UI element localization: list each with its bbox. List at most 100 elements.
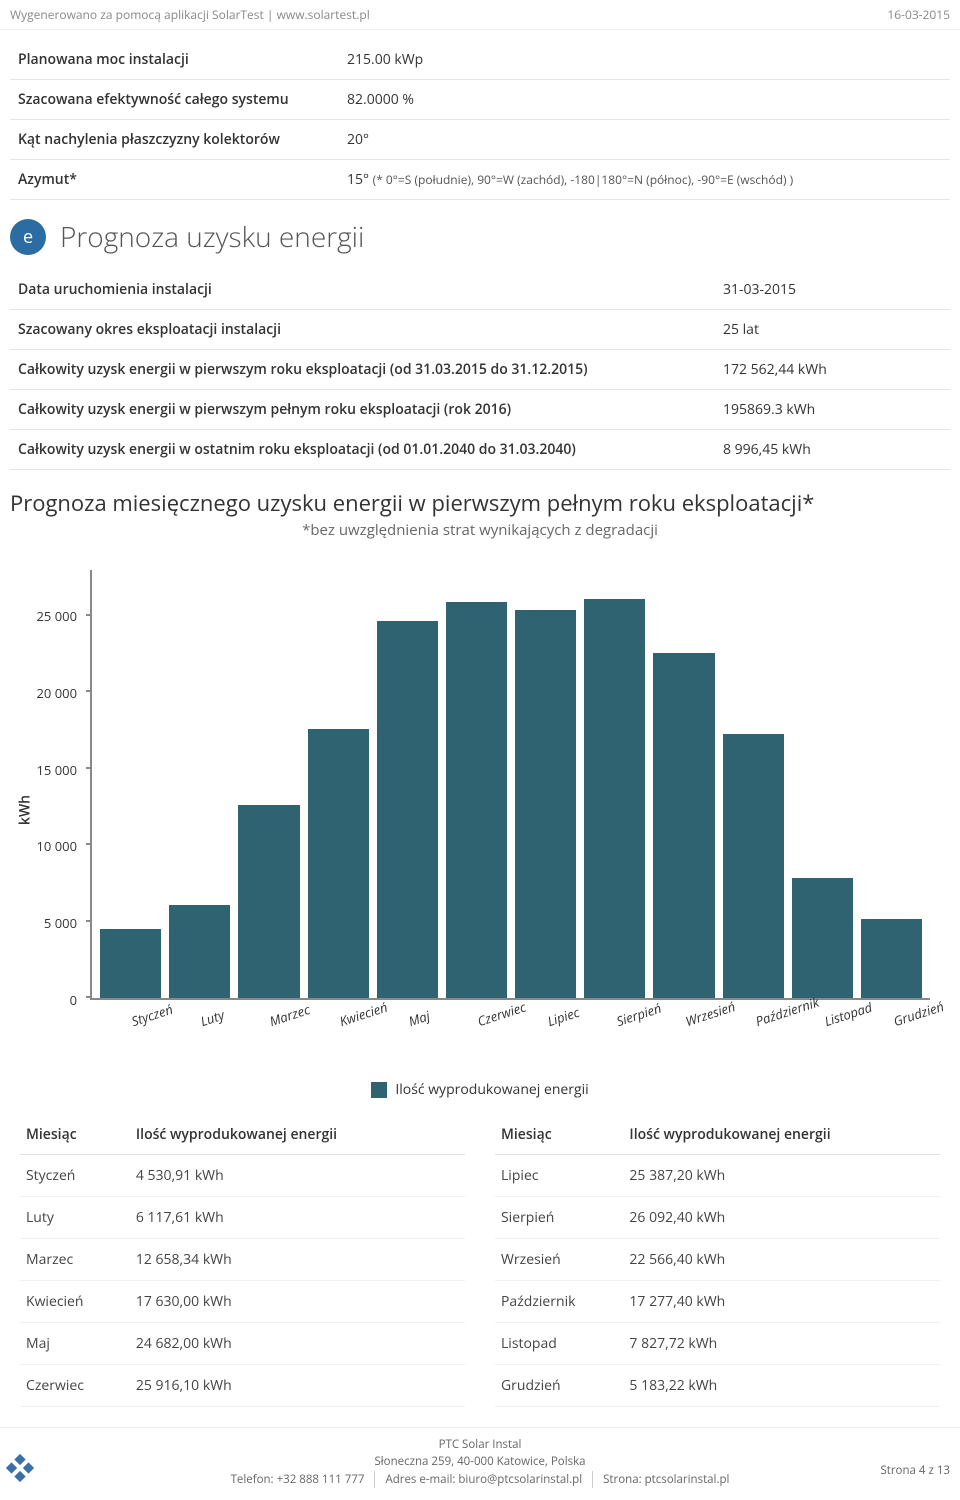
col-energy: Ilość wyprodukowanej energii (130, 1115, 465, 1155)
chart-legend: Ilość wyprodukowanej energii (10, 1070, 950, 1115)
forecast-label: Całkowity uzysk energii w pierwszym pełn… (10, 390, 715, 430)
bar-slot (377, 570, 438, 998)
param-label: Szacowana efektywność całego systemu (10, 80, 339, 120)
forecast-value: 8 996,45 kWh (715, 430, 950, 470)
table-row: Maj24 682,00 kWh (20, 1323, 465, 1365)
table-row: Luty6 117,61 kWh (20, 1197, 465, 1239)
chart-bar (792, 878, 853, 998)
chart-bar (515, 610, 576, 998)
month-cell: Październik (495, 1281, 623, 1323)
table-row: Październik17 277,40 kWh (495, 1281, 940, 1323)
month-table-right: Miesiąc Ilość wyprodukowanej energii Lip… (495, 1115, 940, 1407)
month-cell: Sierpień (495, 1197, 623, 1239)
param-value: 215.00 kWp (339, 40, 950, 80)
month-table-left: Miesiąc Ilość wyprodukowanej energii Sty… (20, 1115, 465, 1407)
footer-phone: Telefon: +32 888 111 777 (221, 1471, 375, 1488)
bar-slot (515, 570, 576, 998)
forecast-label: Szacowany okres eksploatacji instalacji (10, 310, 715, 350)
forecast-value: 25 lat (715, 310, 950, 350)
page-footer: PTC Solar Instal Słoneczna 259, 40-000 K… (0, 1427, 960, 1488)
chart-bar (169, 905, 230, 999)
bar-slot (100, 570, 161, 998)
monthly-data-tables: Miesiąc Ilość wyprodukowanej energii Sty… (10, 1115, 950, 1427)
table-row: Całkowity uzysk energii w ostatnim roku … (10, 430, 950, 470)
forecast-value: 172 562,44 kWh (715, 350, 950, 390)
bar-slot (723, 570, 784, 998)
energy-cell: 17 630,00 kWh (130, 1281, 465, 1323)
param-label: Kąt nachylenia płaszczyzny kolektorów (10, 120, 339, 160)
monthly-energy-chart: kWh 05 00010 00015 00020 00025 000 Stycz… (20, 560, 940, 1060)
x-tick-label: Maj (406, 1006, 432, 1030)
generated-by: Wygenerowano za pomocą aplikacji SolarTe… (10, 6, 370, 23)
table-row: Sierpień26 092,40 kWh (495, 1197, 940, 1239)
energy-cell: 12 658,34 kWh (130, 1239, 465, 1281)
bar-slot (861, 570, 922, 998)
month-cell: Czerwiec (20, 1365, 130, 1407)
legend-label: Ilość wyprodukowanej energii (395, 1080, 588, 1099)
y-tick-label: 10 000 (22, 837, 77, 855)
x-tick-label: Lipiec (545, 1003, 582, 1030)
param-value: 20° (339, 120, 950, 160)
table-row: Data uruchomienia instalacji31-03-2015 (10, 270, 950, 310)
installation-params-table: Planowana moc instalacji215.00 kWpSzacow… (10, 40, 950, 200)
month-cell: Maj (20, 1323, 130, 1365)
forecast-value: 195869.3 kWh (715, 390, 950, 430)
footer-site: Strona: ptcsolarinstal.pl (592, 1471, 739, 1488)
y-tick-label: 5 000 (22, 914, 77, 932)
month-cell: Lipiec (495, 1155, 623, 1197)
section-heading: e Prognoza uzysku energii (10, 200, 950, 270)
table-row: Azymut*15° (* 0°=S (południe), 90°=W (za… (10, 160, 950, 200)
col-energy: Ilość wyprodukowanej energii (623, 1115, 940, 1155)
chart-bar (584, 599, 645, 998)
x-tick-label: Luty (198, 1006, 226, 1031)
energy-cell: 6 117,61 kWh (130, 1197, 465, 1239)
chart-bar (308, 729, 369, 998)
forecast-label: Całkowity uzysk energii w pierwszym roku… (10, 350, 715, 390)
page-number: Strona 4 z 13 (880, 1463, 950, 1478)
forecast-value: 31-03-2015 (715, 270, 950, 310)
table-row: Szacowana efektywność całego systemu82.0… (10, 80, 950, 120)
section-title: Prognoza uzysku energii (60, 218, 364, 256)
energy-cell: 4 530,91 kWh (130, 1155, 465, 1197)
page-header: Wygenerowano za pomocą aplikacji SolarTe… (0, 0, 960, 30)
table-row: Wrzesień22 566,40 kWh (495, 1239, 940, 1281)
table-row: Kwiecień17 630,00 kWh (20, 1281, 465, 1323)
month-cell: Grudzień (495, 1365, 623, 1407)
table-row: Kąt nachylenia płaszczyzny kolektorów20° (10, 120, 950, 160)
col-month: Miesiąc (20, 1115, 130, 1155)
table-row: Styczeń4 530,91 kWh (20, 1155, 465, 1197)
chart-bar (377, 621, 438, 998)
chart-subtitle: *bez uwzględnienia strat wynikających z … (10, 520, 950, 560)
chart-bar (723, 734, 784, 998)
energy-cell: 17 277,40 kWh (623, 1281, 940, 1323)
table-row: Czerwiec25 916,10 kWh (20, 1365, 465, 1407)
table-row: Planowana moc instalacji215.00 kWp (10, 40, 950, 80)
table-row: Listopad7 827,72 kWh (495, 1323, 940, 1365)
chart-bar (238, 805, 299, 998)
table-row: Całkowity uzysk energii w pierwszym roku… (10, 350, 950, 390)
energy-cell: 25 387,20 kWh (623, 1155, 940, 1197)
param-value: 82.0000 % (339, 80, 950, 120)
footer-company: PTC Solar Instal (10, 1436, 950, 1453)
energy-cell: 26 092,40 kWh (623, 1197, 940, 1239)
chart-bar (861, 919, 922, 998)
x-tick-label: Grudzień (891, 997, 946, 1030)
param-label: Planowana moc instalacji (10, 40, 339, 80)
section-badge-icon: e (10, 219, 46, 255)
forecast-label: Data uruchomienia instalacji (10, 270, 715, 310)
table-row: Lipiec25 387,20 kWh (495, 1155, 940, 1197)
energy-cell: 25 916,10 kWh (130, 1365, 465, 1407)
footer-email: Adres e-mail: biuro@ptcsolarinstal.pl (374, 1471, 592, 1488)
bar-slot (169, 570, 230, 998)
bar-slot (792, 570, 853, 998)
month-cell: Luty (20, 1197, 130, 1239)
energy-cell: 7 827,72 kWh (623, 1323, 940, 1365)
bar-slot (446, 570, 507, 998)
month-cell: Wrzesień (495, 1239, 623, 1281)
chart-title: Prognoza miesięcznego uzysku energii w p… (10, 470, 950, 520)
y-tick-label: 25 000 (22, 607, 77, 625)
month-cell: Marzec (20, 1239, 130, 1281)
col-month: Miesiąc (495, 1115, 623, 1155)
chart-bar (100, 929, 161, 998)
forecast-label: Całkowity uzysk energii w ostatnim roku … (10, 430, 715, 470)
